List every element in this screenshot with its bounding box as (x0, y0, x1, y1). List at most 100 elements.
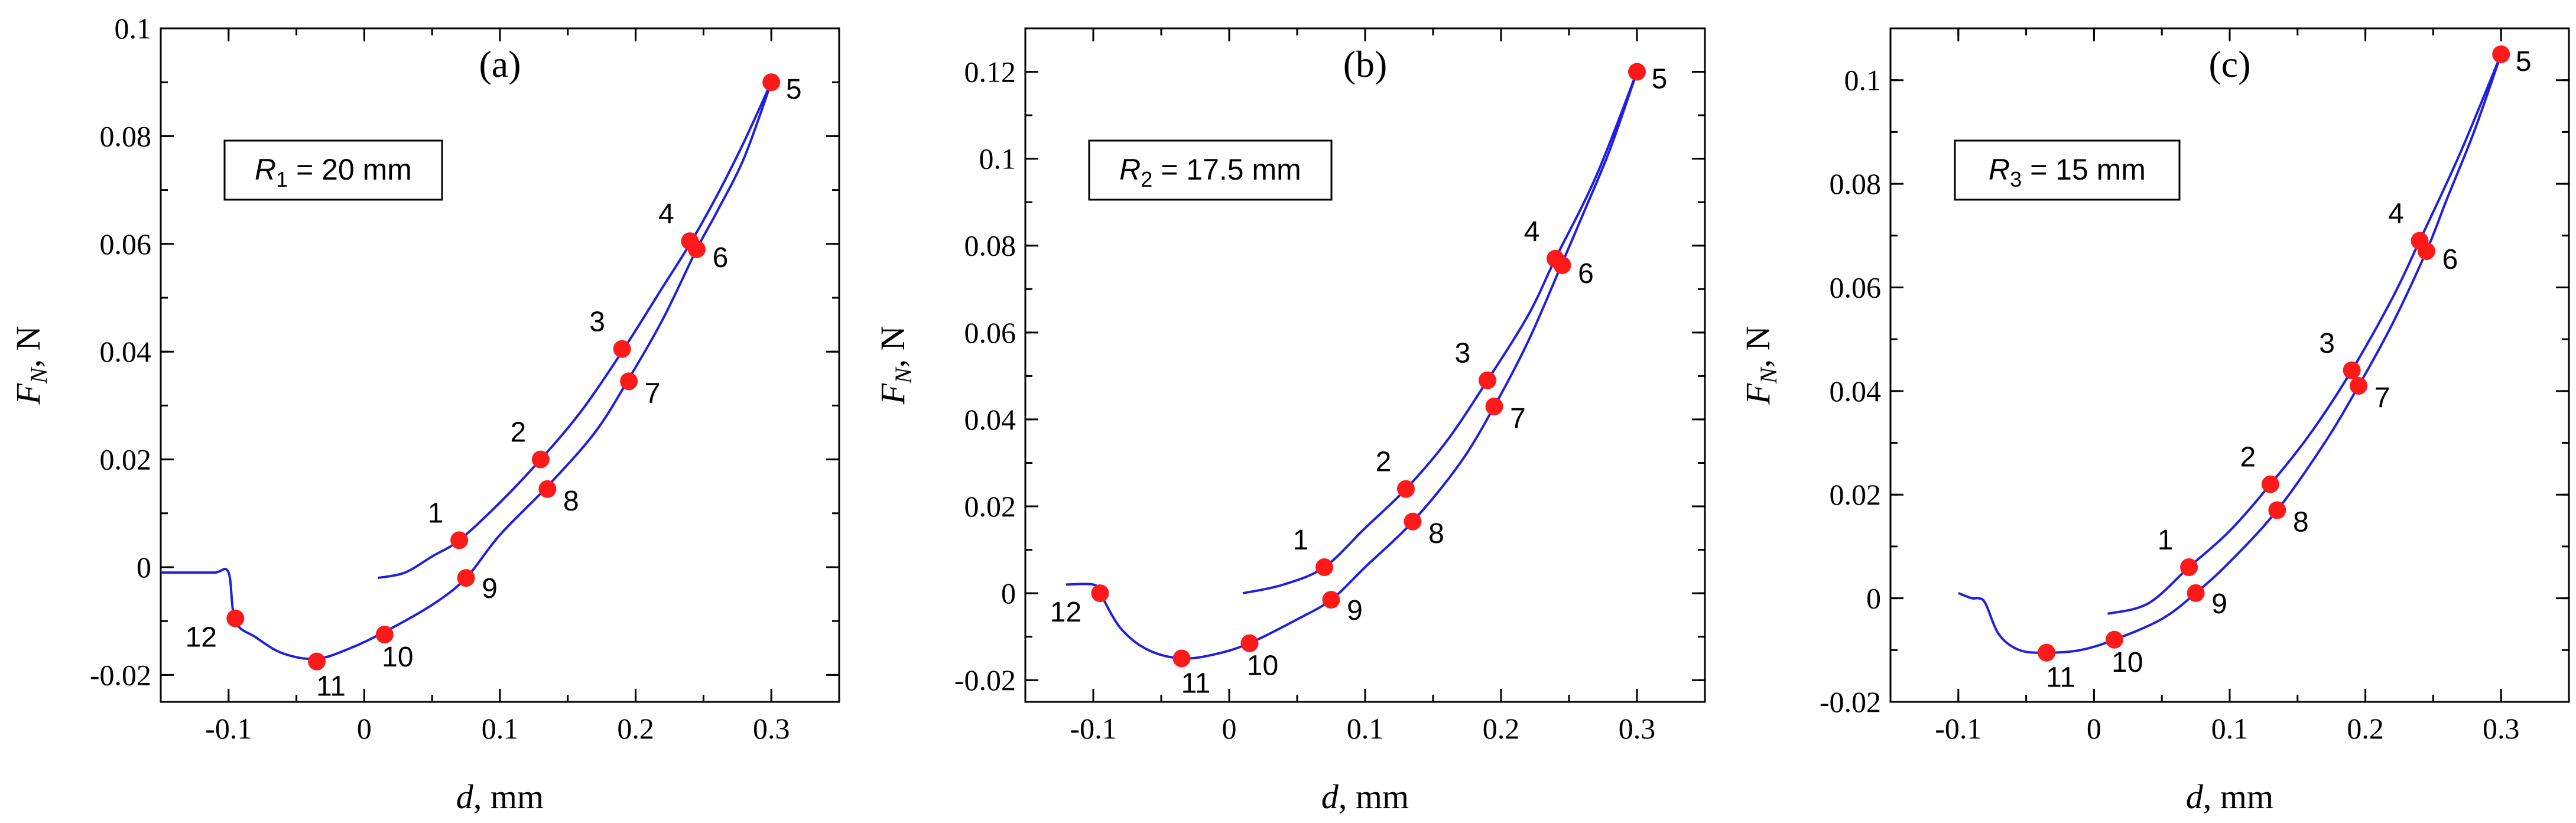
y-axis-title: FN, N (1739, 326, 1782, 405)
data-point-1 (450, 531, 469, 549)
data-point-6 (1553, 256, 1571, 274)
plot-frame (1024, 27, 1706, 703)
x-axis-title: d, mm (456, 778, 544, 816)
data-point-label: 2 (511, 417, 527, 448)
x-tick-label: 0 (2087, 712, 2101, 745)
y-tick-label: -0.02 (1820, 685, 1881, 718)
plot-frame (1889, 27, 2570, 703)
y-tick-label: 0.06 (100, 227, 152, 261)
data-point-10 (2105, 630, 2123, 649)
data-point-label: 7 (645, 378, 661, 409)
x-axis-title: d, mm (1321, 778, 1409, 816)
data-point-label: 3 (1455, 338, 1471, 369)
data-point-2 (531, 450, 550, 469)
x-tick-label: -0.1 (1935, 712, 1981, 745)
data-point-label: 10 (382, 642, 413, 673)
data-point-label: 1 (2158, 525, 2174, 556)
data-point-3 (613, 340, 631, 358)
y-tick-label: 0.08 (1830, 167, 1882, 200)
y-tick-label: 0.1 (115, 12, 152, 45)
x-tick-label: 0.2 (617, 712, 654, 745)
data-point-label: 9 (482, 573, 498, 604)
data-point-label: 9 (1347, 595, 1363, 626)
data-point-label: 3 (589, 307, 605, 338)
y-tick-label: -0.02 (90, 658, 151, 691)
data-point-label: 1 (428, 497, 444, 529)
data-point-label: 5 (786, 74, 802, 105)
data-point-5 (1628, 63, 1646, 81)
x-axis-title: d, mm (2186, 778, 2273, 816)
data-point-6 (687, 240, 706, 258)
data-point-8 (1404, 512, 1422, 531)
y-tick-label: 0.08 (100, 119, 152, 152)
loading-curve (378, 82, 773, 580)
data-point-label: 12 (1050, 597, 1081, 628)
x-tick-label: 0.1 (2211, 712, 2249, 745)
y-tick-label: 0.08 (964, 229, 1016, 262)
data-point-label: 5 (2516, 46, 2532, 77)
panel-label: (a) (479, 43, 521, 85)
data-point-label: 8 (1428, 518, 1444, 549)
x-tick-label: -0.1 (1070, 712, 1116, 745)
data-point-11 (308, 652, 326, 671)
data-point-9 (457, 569, 475, 587)
data-point-1 (2180, 558, 2198, 576)
data-point-1 (1315, 558, 1333, 576)
radius-label: R2 = 17.5 mm (1119, 153, 1301, 191)
y-tick-label: 0.04 (100, 335, 152, 368)
data-point-label: 11 (2046, 662, 2075, 694)
data-point-label: 7 (2374, 382, 2390, 414)
data-point-2 (2261, 475, 2279, 493)
data-point-8 (538, 480, 557, 498)
data-point-11 (1172, 649, 1191, 668)
data-point-label: 2 (2240, 442, 2256, 473)
data-point-7 (620, 372, 638, 391)
y-tick-label: 0.1 (979, 142, 1016, 175)
chart-panel-a: -0.1 0 0.1 0.2 0.3 -0.02 0 0.02 0.04 0.06 0.08 0.1 d… (9, 12, 840, 816)
x-tick-label: 0.1 (1347, 712, 1384, 745)
data-point-label: 10 (2112, 647, 2143, 678)
data-point-label: 3 (2319, 328, 2335, 359)
radius-box (1954, 139, 2181, 201)
data-point-11 (2038, 643, 2056, 662)
data-point-label: 4 (2388, 199, 2404, 230)
x-tick-label: 0.3 (753, 712, 790, 745)
y-tick-label: 0 (1866, 582, 1881, 615)
radius-box (1088, 139, 1333, 201)
data-point-label: 11 (1181, 668, 1211, 699)
data-point-label: 11 (316, 671, 346, 702)
plot-frame (160, 27, 840, 703)
data-point-3 (2343, 361, 2361, 379)
y-tick-label: 0.1 (1844, 64, 1882, 97)
y-axis-title: FN, N (873, 326, 917, 405)
data-point-label: 7 (1510, 403, 1526, 434)
data-point-7 (1485, 397, 1503, 415)
chart-panel-b: -0.1 0 0.1 0.2 0.3 -0.02 0 0.02 0.04 0.06 0.08 0.1 0… (873, 27, 1706, 816)
data-point-5 (2492, 45, 2510, 63)
y-tick-label: 0.06 (1830, 271, 1882, 304)
data-point-9 (2187, 584, 2205, 602)
data-point-label: 6 (713, 242, 729, 274)
data-point-label: 12 (186, 622, 217, 653)
radius-label: R1 = 20 mm (255, 153, 412, 191)
y-tick-label: 0 (1001, 577, 1016, 610)
y-tick-label: 0 (137, 551, 151, 584)
y-tick-label: 0.02 (964, 490, 1016, 523)
y-tick-label: 0.04 (964, 403, 1016, 436)
chart-panel-c: -0.1 0 0.1 0.2 0.3 -0.02 0 0.02 0.04 0.06 0.08 0.1 d… (1739, 27, 2570, 816)
y-tick-label: 0.02 (1830, 478, 1882, 511)
data-point-7 (2350, 377, 2368, 395)
data-point-6 (2417, 242, 2435, 261)
data-point-label: 6 (2442, 244, 2458, 275)
y-tick-label: 0.04 (1830, 375, 1882, 408)
x-tick-label: 0 (357, 712, 372, 745)
data-point-12 (1091, 584, 1109, 603)
x-tick-label: -0.1 (205, 712, 252, 745)
unloading-curve (1958, 54, 2503, 654)
y-tick-label: 0.06 (964, 316, 1016, 349)
y-tick-label: 0.12 (964, 56, 1016, 89)
data-point-label: 4 (1524, 216, 1540, 248)
data-point-label: 1 (1293, 525, 1309, 556)
data-point-label: 6 (1578, 258, 1594, 289)
y-tick-label: -0.02 (954, 663, 1016, 697)
